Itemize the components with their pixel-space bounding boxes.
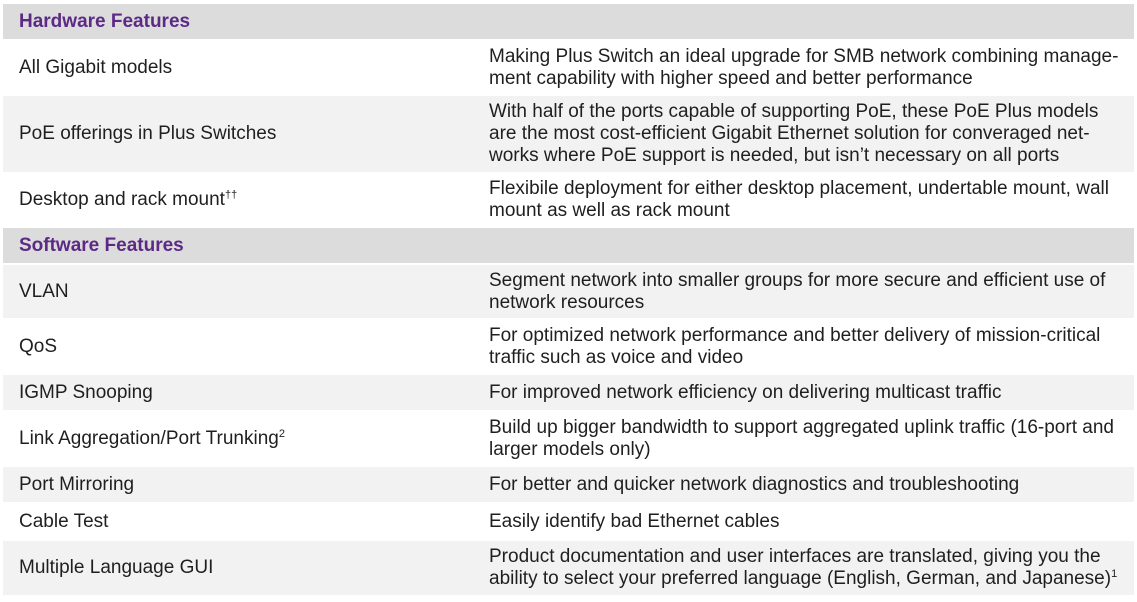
feature-description: Build up bigger bandwidth to support agg…	[489, 416, 1114, 460]
table-row: Link Aggregation/Port Trunking2 Build up…	[3, 412, 1134, 467]
footnote-mark: 1	[1111, 568, 1118, 580]
feature-name: VLAN	[19, 280, 69, 302]
feature-description: For optimized network performance and be…	[489, 324, 1101, 368]
feature-description: Segment network into smaller groups for …	[489, 269, 1106, 313]
feature-name: All Gigabit models	[19, 56, 173, 78]
footnote-mark: 2	[278, 427, 285, 440]
feature-description: Flexibile deployment for either desktop …	[489, 178, 1109, 221]
table-row: IGMP Snooping For improved network effic…	[3, 375, 1134, 412]
feature-name: Link Aggregation/Port Trunking2	[19, 427, 285, 449]
feature-description: Easily identify bad Ethernet cables	[489, 510, 780, 532]
feature-description: Product documentation and user interface…	[489, 546, 1118, 589]
feature-description: For improved network efficiency on deliv…	[489, 381, 1002, 403]
feature-name: Desktop and rack mount††	[19, 189, 238, 210]
table-row: VLAN Segment network into smaller groups…	[3, 265, 1134, 320]
feature-name: PoE offerings in Plus Switches	[19, 123, 277, 144]
feature-name: Port Mirroring	[19, 473, 135, 495]
feature-name: Multiple Language GUI	[19, 557, 214, 578]
feature-name: Cable Test	[19, 510, 109, 532]
section-header-software: Software Features	[3, 228, 1134, 265]
table-row: Multiple Language GUI Product documentat…	[3, 541, 1134, 597]
feature-table: Hardware Features All Gigabit models Mak…	[3, 4, 1134, 597]
table-row: QoS For optimized network performance an…	[3, 320, 1134, 375]
feature-name: QoS	[19, 335, 58, 357]
feature-name: IGMP Snooping	[19, 381, 153, 403]
footnote-mark: ††	[224, 189, 238, 201]
table-row: All Gigabit models Making Plus Switch an…	[3, 41, 1134, 96]
feature-description: For better and quicker network diagnosti…	[489, 473, 1020, 495]
table-row: PoE offerings in Plus Switches With half…	[3, 96, 1134, 174]
table-row: Desktop and rack mount†† Flexibile deplo…	[3, 174, 1134, 228]
section-header-hardware: Hardware Features	[3, 4, 1134, 41]
section-title: Hardware Features	[19, 10, 191, 32]
feature-description: With half of the ports capable of suppor…	[489, 101, 1099, 166]
table-row: Cable Test Easily identify bad Ethernet …	[3, 504, 1134, 541]
table-row: Port Mirroring For better and quicker ne…	[3, 467, 1134, 504]
section-title: Software Features	[19, 234, 184, 256]
feature-description: Making Plus Switch an ideal upgrade for …	[489, 45, 1119, 89]
